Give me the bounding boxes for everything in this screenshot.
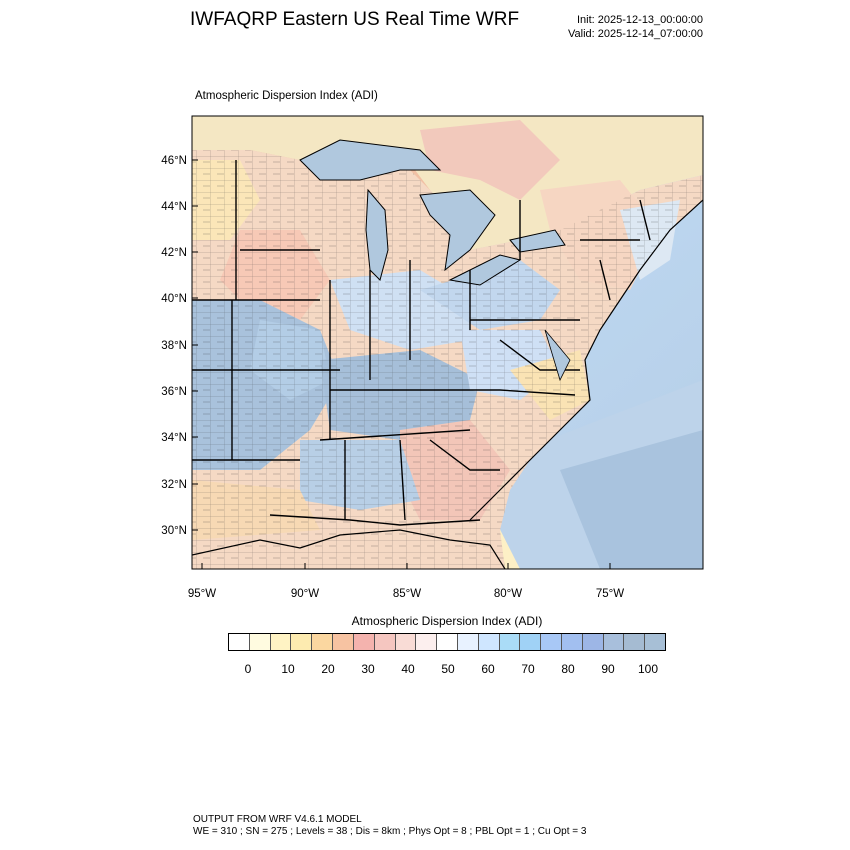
colorbar-box xyxy=(541,634,562,650)
lon-label: 90°W xyxy=(291,588,319,600)
colorbar-box xyxy=(291,634,313,650)
county-lines xyxy=(192,150,703,569)
lake-michigan xyxy=(365,188,389,281)
colorbar-box xyxy=(249,634,271,650)
colorbar-box xyxy=(374,634,396,650)
chesapeake-bay xyxy=(544,329,571,382)
colorbar-box xyxy=(624,634,646,650)
state-borders xyxy=(192,160,651,526)
lon-label: 85°W xyxy=(393,588,421,600)
colorbar-box xyxy=(395,634,417,650)
lake-huron xyxy=(419,189,496,272)
lake-superior xyxy=(299,139,442,181)
colorbar-box xyxy=(582,634,604,650)
lat-label: 30°N xyxy=(161,525,187,537)
lon-label: 75°W xyxy=(596,588,624,600)
colorbar-box xyxy=(229,634,250,650)
colorbar-box xyxy=(437,634,458,650)
colorbar-label: 70 xyxy=(521,662,535,676)
colorbar-box xyxy=(645,634,666,650)
colorbar-label: 100 xyxy=(637,662,659,676)
colorbar-label: 90 xyxy=(601,662,615,676)
map-subtitle: Atmospheric Dispersion Index (ADI) xyxy=(195,90,378,102)
atlantic-deep xyxy=(560,430,703,569)
footer-line1: OUTPUT FROM WRF V4.6.1 MODEL xyxy=(193,814,362,825)
canada-warm-patch xyxy=(420,120,560,200)
atlantic-coastline xyxy=(469,199,703,521)
colorbar-box xyxy=(353,634,375,650)
colorbar-box xyxy=(416,634,438,650)
colorbar-box xyxy=(333,634,354,650)
lake-ontario xyxy=(509,229,566,253)
colorbar-box xyxy=(562,634,583,650)
lat-label: 40°N xyxy=(161,293,187,305)
model-footer: OUTPUT FROM WRF V4.6.1 MODEL WE = 310 ; … xyxy=(193,814,586,838)
lat-label: 46°N xyxy=(161,155,187,167)
colorbar-box xyxy=(270,634,292,650)
colorbar-label: 20 xyxy=(321,662,335,676)
gulf-coastline xyxy=(192,529,506,569)
lat-label: 38°N xyxy=(161,340,187,352)
lon-label: 80°W xyxy=(494,588,522,600)
lon-label: 95°W xyxy=(188,588,216,600)
lat-label: 36°N xyxy=(161,386,187,398)
colorbar-box xyxy=(603,634,625,650)
axis-ticks: 46°N 44°N 42°N 40°N 38°N 36°N 34°N 32°N 30°N 95°W… xyxy=(161,155,624,600)
colorbar-label: 60 xyxy=(481,662,495,676)
colorbar xyxy=(228,633,666,651)
lat-label: 32°N xyxy=(161,479,187,491)
legend-title: Atmospheric Dispersion Index (ADI) xyxy=(351,614,543,628)
footer-line2: WE = 310 ; SN = 275 ; Levels = 38 ; Dis … xyxy=(193,826,587,837)
colorbar-label: 30 xyxy=(361,662,375,676)
colorbar-label: 10 xyxy=(281,662,295,676)
colorbar-label: 80 xyxy=(561,662,575,676)
colorbar-box xyxy=(499,634,521,650)
colorbar-box xyxy=(457,634,479,650)
map-area xyxy=(192,116,703,569)
init-time: Init: 2025-12-13_00:00:00 xyxy=(577,14,703,26)
colorbar-label: 0 xyxy=(244,662,252,676)
colorbar-label: 40 xyxy=(401,662,415,676)
colorbar-box xyxy=(520,634,542,650)
page-title: IWFAQRP Eastern US Real Time WRF xyxy=(190,9,520,30)
lat-label: 44°N xyxy=(161,201,187,213)
lat-label: 34°N xyxy=(161,432,187,444)
valid-time: Valid: 2025-12-14_07:00:00 xyxy=(568,28,703,40)
map-frame xyxy=(191,115,704,570)
colorbar-box xyxy=(312,634,334,650)
colorbar-box xyxy=(478,634,500,650)
run-times: Init: 2025-12-13_00:00:00 Valid: 2025-12… xyxy=(548,13,703,41)
lat-label: 42°N xyxy=(161,247,187,259)
colorbar-label: 50 xyxy=(441,662,455,676)
